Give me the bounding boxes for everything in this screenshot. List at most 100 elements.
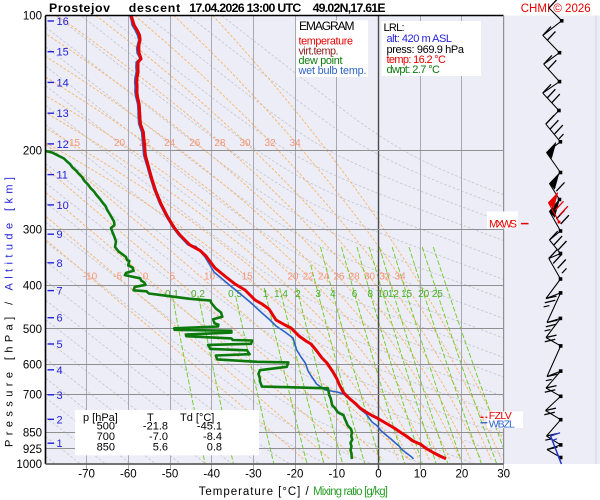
svg-text:16: 16 — [57, 16, 69, 28]
svg-text:-70: -70 — [78, 469, 95, 481]
svg-text:3: 3 — [315, 289, 321, 300]
svg-text:28: 28 — [214, 138, 226, 149]
svg-text:dwpt: 2.7 °C: dwpt: 2.7 °C — [387, 64, 441, 76]
svg-text:12: 12 — [388, 289, 400, 300]
svg-text:4: 4 — [330, 289, 336, 300]
svg-text:-40: -40 — [203, 469, 220, 481]
svg-text:1.4: 1.4 — [274, 289, 288, 300]
svg-text:8: 8 — [57, 258, 63, 270]
svg-text:700: 700 — [97, 431, 115, 443]
svg-text:26: 26 — [189, 138, 201, 149]
svg-text:6: 6 — [352, 289, 358, 300]
svg-text:20: 20 — [418, 289, 430, 300]
svg-text:34: 34 — [395, 272, 407, 283]
svg-text:-5: -5 — [113, 272, 122, 283]
svg-text:T: T — [147, 412, 154, 424]
svg-text:20: 20 — [114, 138, 126, 149]
svg-text:-7.0: -7.0 — [149, 431, 168, 443]
svg-text:2: 2 — [295, 289, 301, 300]
svg-text:34: 34 — [290, 138, 302, 149]
svg-text:850: 850 — [23, 427, 42, 439]
svg-text:0.1: 0.1 — [165, 289, 179, 300]
svg-text:5: 5 — [57, 339, 63, 351]
svg-text:0: 0 — [143, 272, 149, 283]
svg-text:200: 200 — [23, 146, 42, 158]
svg-text:0: 0 — [375, 469, 381, 481]
svg-text:-60: -60 — [120, 469, 137, 481]
svg-text:11: 11 — [57, 170, 68, 182]
svg-text:30: 30 — [364, 272, 376, 283]
svg-text:WBZL: WBZL — [489, 418, 515, 430]
svg-text:400: 400 — [23, 281, 42, 293]
svg-text:10: 10 — [414, 469, 427, 481]
svg-text:15: 15 — [401, 289, 413, 300]
svg-text:10: 10 — [204, 272, 216, 283]
svg-text:-8.4: -8.4 — [203, 431, 222, 443]
svg-text:wet bulb temp.: wet bulb temp. — [298, 65, 367, 77]
svg-text:5: 5 — [170, 272, 176, 283]
svg-text:20: 20 — [456, 469, 469, 481]
svg-text:20: 20 — [287, 272, 299, 283]
svg-text:7: 7 — [57, 286, 63, 298]
svg-text:-45.1: -45.1 — [197, 421, 222, 433]
svg-text:30: 30 — [497, 469, 510, 481]
svg-text:26: 26 — [333, 272, 345, 283]
svg-text:10: 10 — [377, 289, 389, 300]
svg-text:alt: 420 m ASL: alt: 420 m ASL — [387, 33, 453, 45]
svg-text:14: 14 — [57, 77, 69, 89]
svg-text:9: 9 — [57, 229, 63, 241]
svg-text:24: 24 — [318, 272, 330, 283]
svg-text:descent: descent — [129, 1, 181, 15]
svg-text:100: 100 — [23, 11, 42, 23]
svg-text:1000: 1000 — [16, 459, 42, 471]
svg-text:-21.8: -21.8 — [143, 421, 168, 433]
svg-text:3: 3 — [57, 390, 63, 402]
svg-text:15: 15 — [242, 272, 254, 283]
svg-text:32: 32 — [379, 272, 391, 283]
svg-text:500: 500 — [97, 421, 115, 433]
svg-text:-20: -20 — [287, 469, 304, 481]
svg-text:press: 969.9 hPa: press: 969.9 hPa — [387, 44, 465, 56]
svg-text:28: 28 — [349, 272, 361, 283]
svg-text:-10: -10 — [328, 469, 345, 481]
svg-text:6: 6 — [57, 313, 63, 325]
svg-text:MXWS: MXWS — [489, 219, 517, 231]
svg-text:500: 500 — [23, 324, 42, 336]
svg-text:15: 15 — [69, 138, 81, 149]
svg-text:2: 2 — [57, 414, 63, 426]
svg-text:925: 925 — [23, 444, 42, 456]
svg-text:0.2: 0.2 — [191, 289, 205, 300]
svg-text:25: 25 — [432, 289, 444, 300]
svg-text:850: 850 — [97, 442, 115, 454]
svg-text:700: 700 — [23, 390, 42, 402]
svg-text:CHMI © 2026: CHMI © 2026 — [521, 3, 591, 15]
svg-text:49.02N,17.61E: 49.02N,17.61E — [313, 1, 386, 15]
svg-text:600: 600 — [23, 360, 42, 372]
svg-text:30: 30 — [239, 138, 251, 149]
svg-text:-30: -30 — [245, 469, 262, 481]
svg-text:1: 1 — [263, 289, 269, 300]
svg-text:-10: -10 — [83, 272, 98, 283]
svg-text:13: 13 — [57, 108, 69, 120]
svg-text:virt.temp.: virt.temp. — [299, 45, 339, 57]
svg-text:temp: 16.2 °C: temp: 16.2 °C — [387, 54, 447, 66]
svg-text:p [hPa]: p [hPa] — [83, 412, 118, 424]
svg-text:Pressure [hPa] / Altitude [k: Pressure [hPa] / Altitude [km] — [4, 177, 16, 447]
svg-text:17.04.2026 13:00 UTC: 17.04.2026 13:00 UTC — [189, 1, 301, 15]
svg-text:300: 300 — [23, 225, 42, 237]
svg-text:5.6: 5.6 — [153, 442, 168, 454]
svg-text:15: 15 — [57, 47, 69, 59]
svg-text:32: 32 — [265, 138, 277, 149]
svg-text:1: 1 — [57, 438, 63, 450]
svg-text:8: 8 — [368, 289, 374, 300]
svg-text:0.8: 0.8 — [207, 442, 222, 454]
svg-text:12: 12 — [57, 139, 69, 151]
svg-text:temperature: temperature — [299, 36, 354, 48]
svg-text:LRL:: LRL: — [384, 22, 405, 34]
svg-text:4: 4 — [57, 365, 63, 377]
svg-text:EMAGRAM: EMAGRAM — [299, 19, 355, 33]
svg-text:dew point: dew point — [299, 55, 343, 67]
svg-text:Td [°C]: Td [°C] — [180, 412, 214, 424]
svg-text:22: 22 — [303, 272, 315, 283]
svg-text:FZLV: FZLV — [489, 410, 512, 422]
